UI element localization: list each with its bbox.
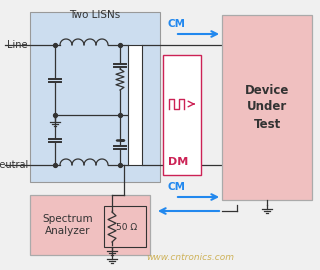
Text: Line: Line <box>7 40 28 50</box>
Text: DM: DM <box>168 157 188 167</box>
Text: Device
Under
Test: Device Under Test <box>245 83 289 130</box>
Text: www.cntronics.com: www.cntronics.com <box>146 254 234 262</box>
Text: CM: CM <box>167 19 185 29</box>
Text: CM: CM <box>167 182 185 192</box>
Bar <box>222 15 312 200</box>
Bar <box>30 195 150 255</box>
Bar <box>104 206 146 247</box>
Bar <box>128 45 142 165</box>
Bar <box>163 55 201 175</box>
Text: Neutral: Neutral <box>0 160 28 170</box>
Text: 50 Ω: 50 Ω <box>116 223 137 232</box>
Text: Two LISNs: Two LISNs <box>69 10 121 20</box>
Text: Spectrum
Analyzer: Spectrum Analyzer <box>43 214 93 236</box>
Bar <box>30 12 160 182</box>
